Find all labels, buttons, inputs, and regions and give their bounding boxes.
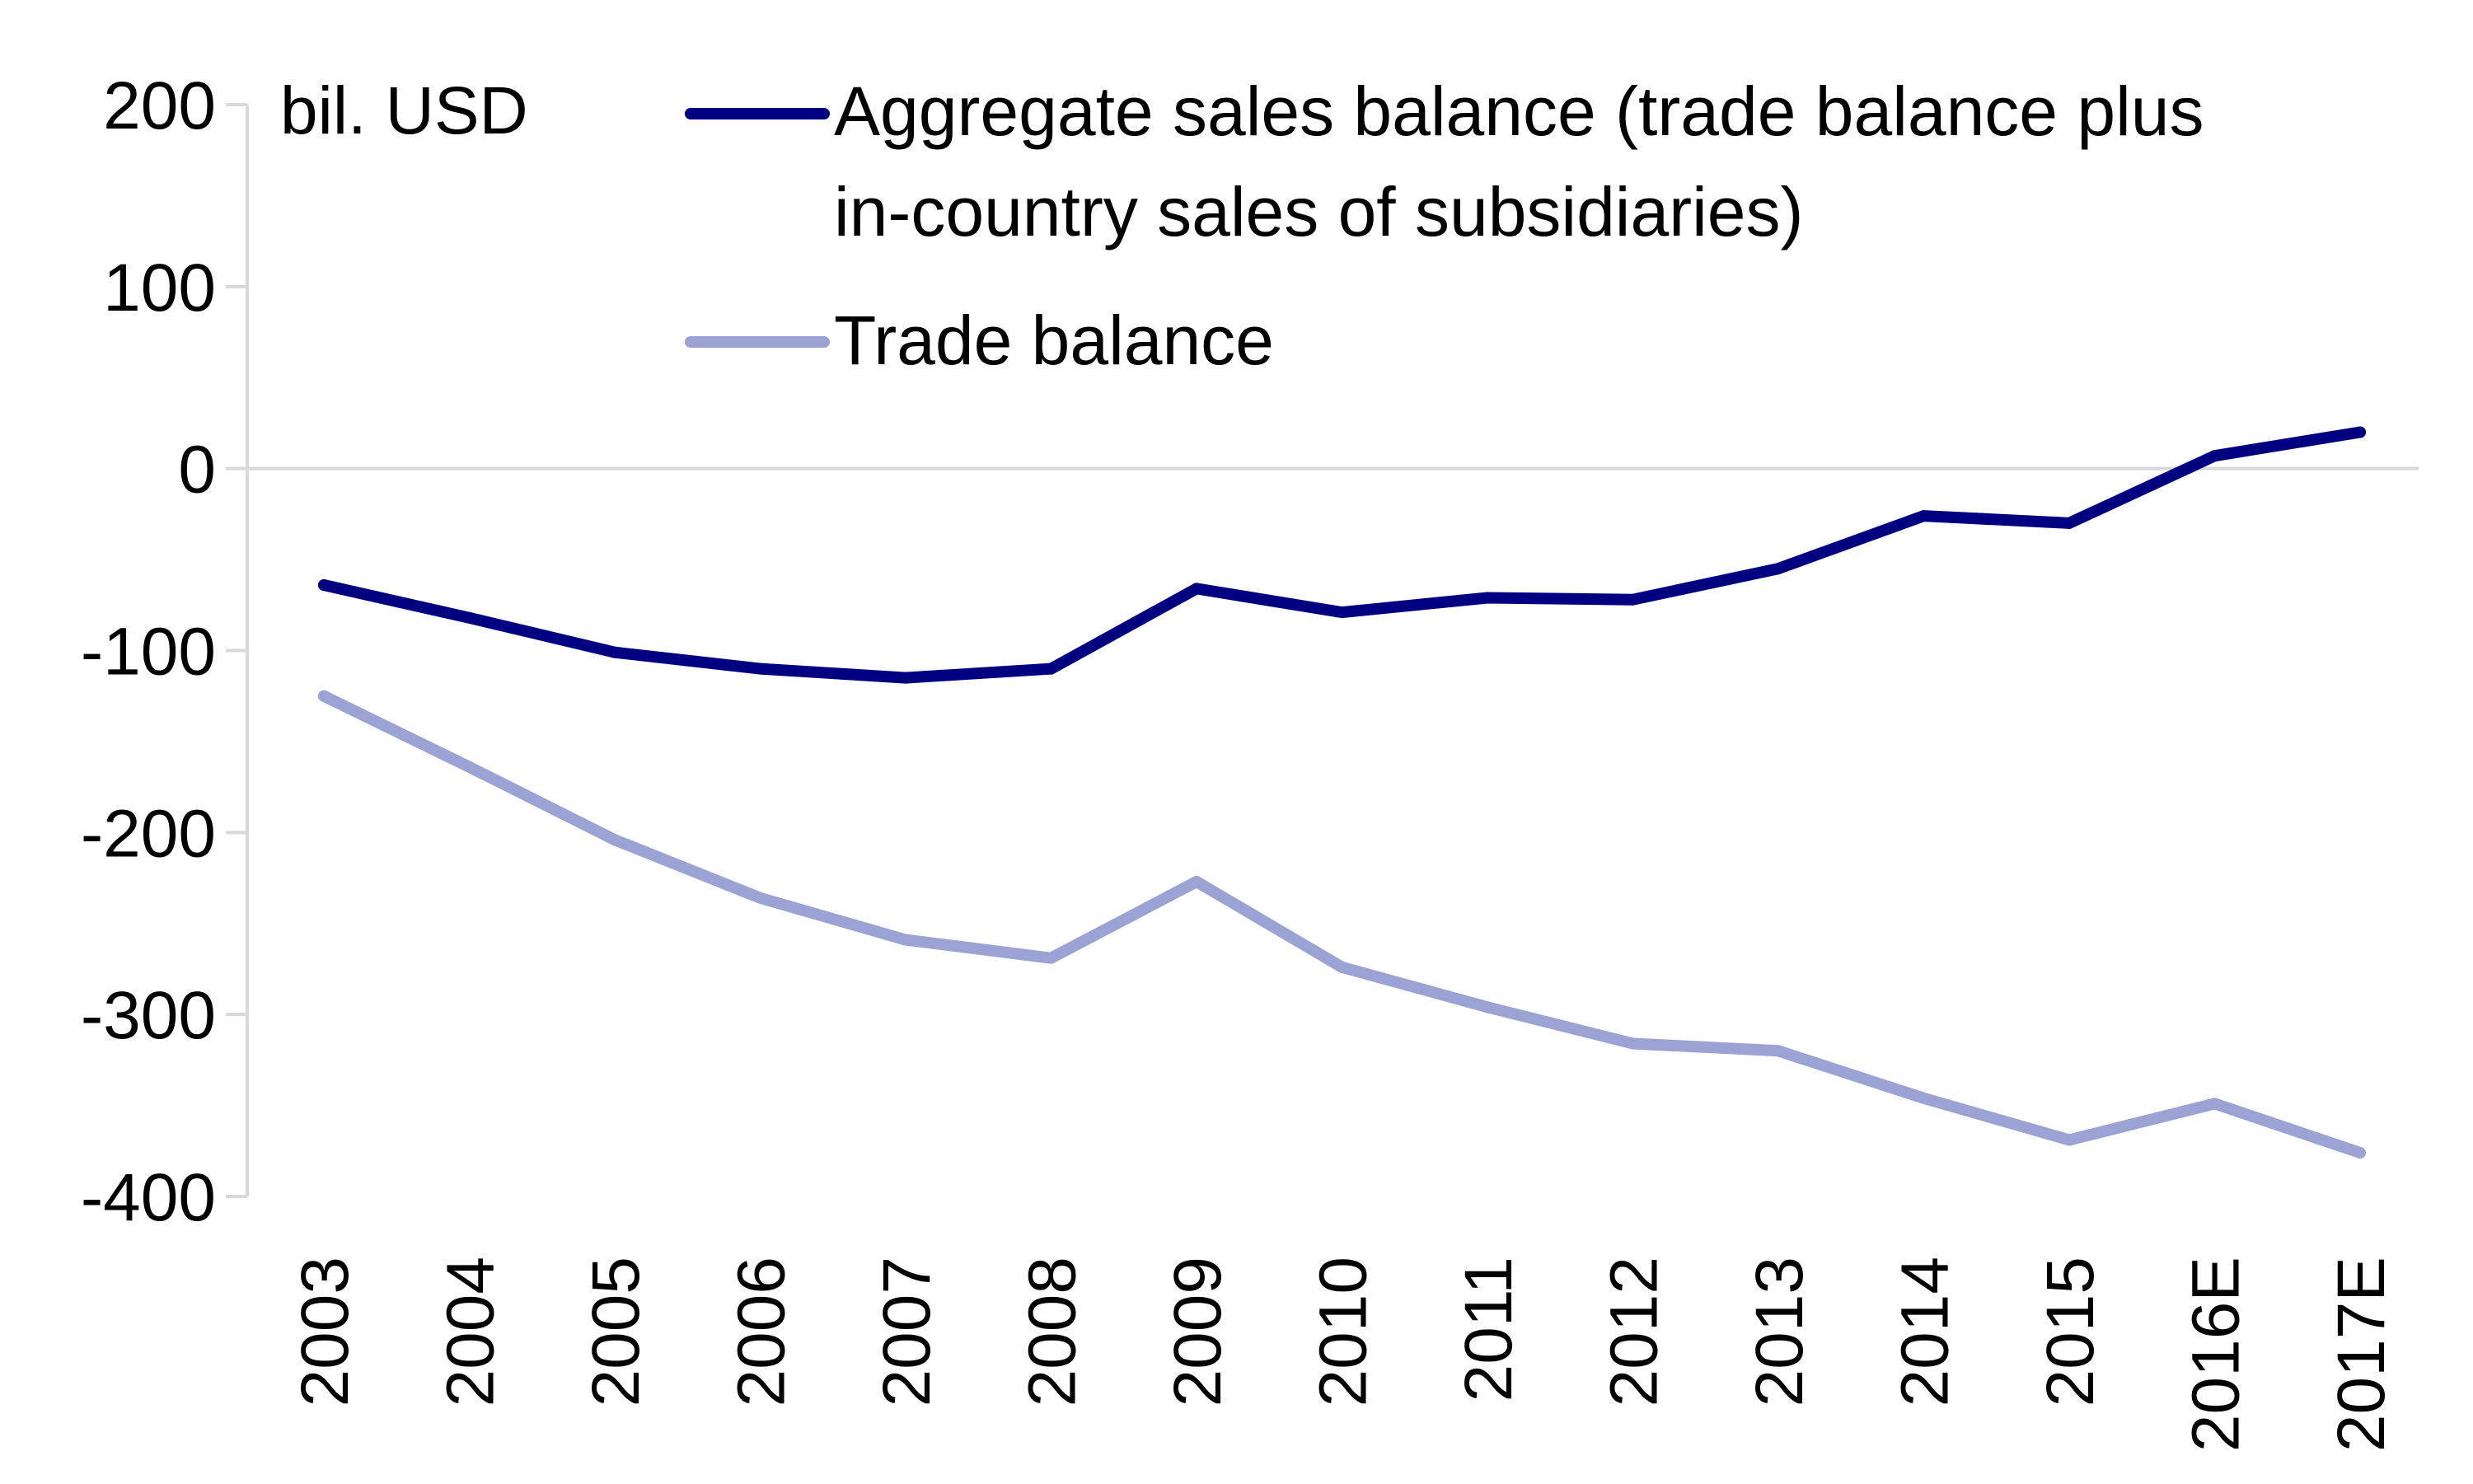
y-axis-ticks: 200 100 0 -100 -200 -300 -400	[81, 68, 247, 1235]
data-point	[2354, 1147, 2366, 1159]
data-point	[1045, 662, 1057, 675]
legend-label: in-country sales of subsidiaries)	[834, 173, 1804, 250]
x-tick-label: 2015	[2033, 1257, 2108, 1407]
data-point	[754, 662, 766, 675]
data-point	[1773, 563, 1784, 575]
x-tick-label: 2009	[1160, 1257, 1235, 1407]
data-point	[1918, 1092, 1930, 1104]
data-point	[754, 892, 766, 904]
x-tick-label: 2008	[1015, 1257, 1090, 1407]
x-tick-label: 2004	[433, 1257, 508, 1407]
legend: Aggregate sales balance (trade balance p…	[685, 73, 2204, 379]
x-axis-ticks: 2003 2004 2005 2006 2007 2008 2009 2010 2011 2012…	[288, 1257, 2399, 1452]
data-point	[900, 934, 911, 946]
chart-axes	[246, 105, 2419, 1196]
data-point	[2208, 1098, 2221, 1110]
x-tick-label: 2007	[869, 1257, 944, 1407]
unit-label: bil. USD	[280, 73, 528, 148]
data-point	[318, 579, 330, 591]
legend-label: Trade balance	[834, 302, 1274, 379]
x-tick-label: 2011	[1451, 1257, 1526, 1402]
data-point	[1482, 592, 1493, 604]
y-tick-label: -300	[81, 978, 216, 1053]
data-point	[1191, 876, 1202, 887]
y-tick-label: 200	[103, 68, 216, 143]
data-point	[1482, 1001, 1493, 1014]
series-layer	[318, 426, 2366, 1159]
data-point	[609, 646, 621, 658]
data-point	[900, 672, 911, 684]
x-tick-label: 2005	[578, 1257, 653, 1407]
data-point	[1336, 606, 1348, 619]
data-point	[1045, 952, 1057, 964]
data-point	[1336, 961, 1348, 973]
x-tick-label: 2003	[288, 1257, 363, 1407]
x-tick-label: 2010	[1306, 1257, 1381, 1407]
x-tick-label: 2014	[1888, 1257, 1963, 1407]
x-tick-label: 2017E	[2324, 1257, 2399, 1452]
data-point	[609, 834, 621, 846]
y-tick-label: 0	[178, 433, 216, 508]
data-point	[2208, 450, 2221, 462]
data-point	[463, 761, 475, 773]
y-tick-label: 100	[103, 250, 216, 325]
data-point	[2063, 1134, 2075, 1146]
data-point	[1773, 1045, 1784, 1057]
x-tick-label: 2013	[1742, 1257, 1817, 1407]
data-point	[463, 611, 475, 624]
data-point	[318, 690, 330, 702]
data-point	[1627, 593, 1639, 606]
data-point	[1191, 583, 1202, 595]
data-point	[1627, 1037, 1639, 1050]
data-point	[2354, 426, 2366, 438]
series-line-2	[318, 690, 2366, 1159]
x-tick-label: 2016E	[2179, 1257, 2254, 1452]
legend-label: Aggregate sales balance (trade balance p…	[834, 73, 2204, 150]
y-tick-label: -200	[81, 796, 216, 871]
data-point	[2063, 517, 2075, 529]
x-tick-label: 2012	[1597, 1257, 1672, 1407]
y-tick-label: -400	[81, 1160, 216, 1235]
y-tick-label: -100	[81, 615, 216, 690]
data-point	[1918, 510, 1930, 522]
x-tick-label: 2006	[724, 1257, 799, 1407]
